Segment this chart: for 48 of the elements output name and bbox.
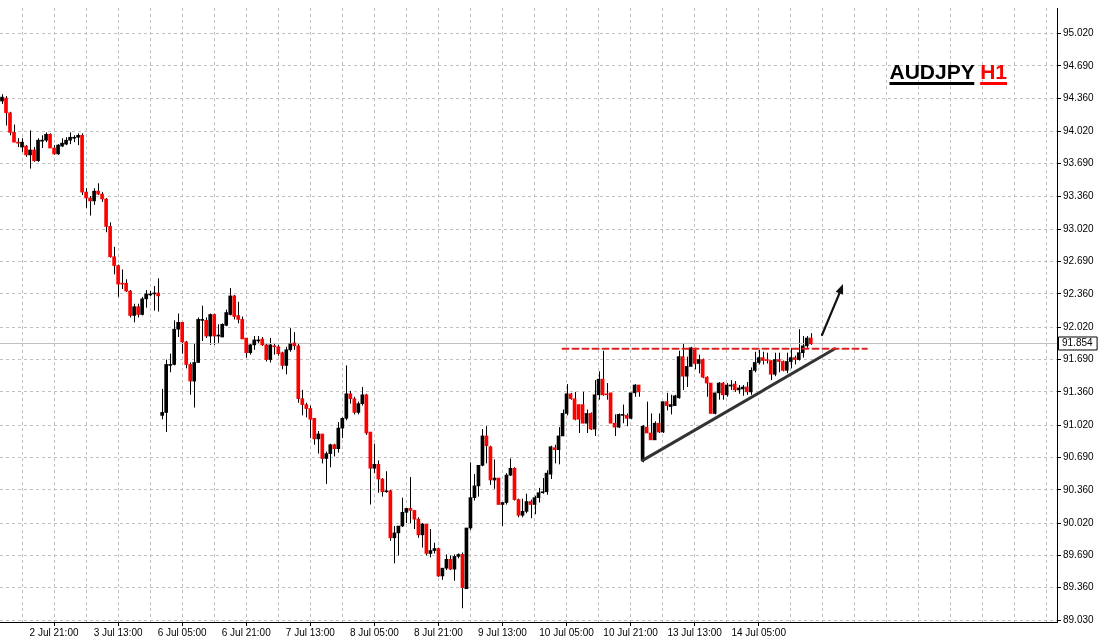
y-tick-label: 90.690 [1063,451,1095,463]
x-tick-label: 8 Jul 21:00 [413,626,464,638]
x-tick-label: 3 Jul 13:00 [93,626,144,638]
candlestick [208,313,213,346]
x-tick-label: 13 Jul 13:00 [667,626,723,638]
candlestick [336,421,341,454]
x-tick-label: 6 Jul 05:00 [157,626,208,638]
x-tick-label: 2 Jul 21:00 [29,626,79,638]
y-tick-label: 92.360 [1063,287,1095,299]
x-tick-label: 6 Jul 21:00 [221,626,272,638]
candlestick [796,328,801,362]
y-tick-label: 94.360 [1063,91,1095,103]
candlestick [772,352,777,377]
y-tick-label: 95.020 [1063,27,1095,39]
y-tick-label: 92.020 [1063,320,1095,332]
y-tick-label: 93.020 [1063,223,1095,235]
candlestick [316,430,321,455]
y-tick-label: 94.020 [1063,125,1095,137]
candlestick [232,294,237,320]
y-tick-label: 90.020 [1063,516,1095,528]
y-tick-label: 91.690 [1063,353,1095,365]
y-tick-label: 93.690 [1063,157,1095,169]
candlestick [384,470,389,494]
x-tick-label: 10 Jul 05:00 [539,626,595,638]
y-tick-label: 89.030 [1063,613,1095,625]
y-tick-label: 89.690 [1063,549,1095,561]
y-tick-label: 91.360 [1063,385,1095,397]
y-tick-label: 94.690 [1063,59,1095,71]
x-tick-label: 10 Jul 21:00 [603,626,659,638]
y-tick-label: 92.690 [1063,255,1095,267]
y-tick-label: 89.360 [1063,581,1095,593]
candlestick [212,313,217,346]
x-tick-label: 7 Jul 13:00 [285,626,336,638]
x-tick-label: 14 Jul 05:00 [731,626,787,638]
y-tick-label: 91.020 [1063,418,1095,430]
candlestick [788,347,793,369]
x-tick-label: 8 Jul 05:00 [349,626,400,638]
candlestick [776,352,781,373]
y-tick-label: 93.360 [1063,189,1095,201]
candlestick [308,405,313,439]
candlestick [620,404,625,424]
x-tick-label: 9 Jul 13:00 [478,626,528,638]
ref-line-label: 91.854 [1062,337,1094,349]
y-tick-label: 90.360 [1063,483,1095,495]
candlestick [132,303,136,323]
candlestick [528,499,533,519]
candlestick [156,277,160,313]
text: AUDJPY H1 [889,60,1007,83]
